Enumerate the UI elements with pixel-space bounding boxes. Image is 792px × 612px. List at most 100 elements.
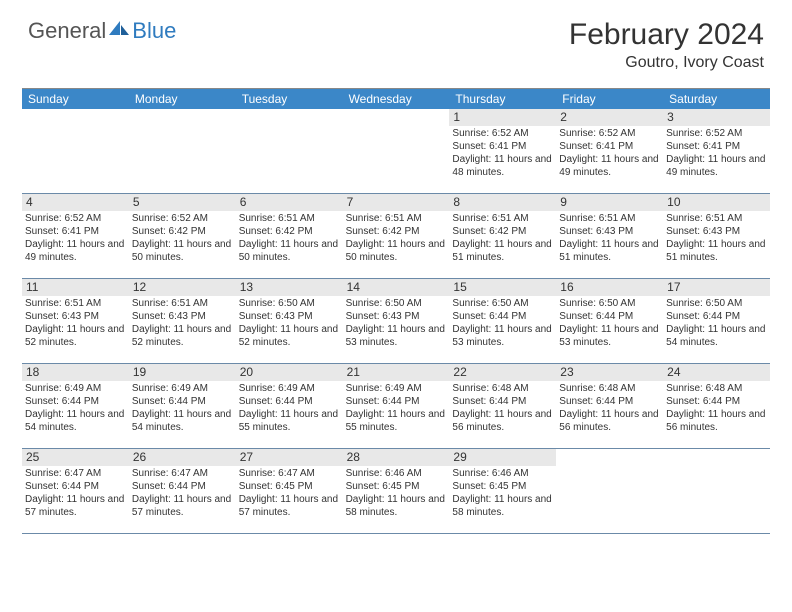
day-number: 9 bbox=[556, 194, 663, 211]
day-number: 23 bbox=[556, 364, 663, 381]
day-info-line: Daylight: 11 hours and 49 minutes. bbox=[25, 239, 126, 265]
day-number: 27 bbox=[236, 449, 343, 466]
location-label: Goutro, Ivory Coast bbox=[569, 54, 764, 72]
day-info-line: Sunset: 6:42 PM bbox=[452, 226, 553, 239]
day-number: 5 bbox=[129, 194, 236, 211]
day-info-line: Sunrise: 6:51 AM bbox=[559, 213, 660, 226]
day-number: 12 bbox=[129, 279, 236, 296]
day-cell: 22Sunrise: 6:48 AMSunset: 6:44 PMDayligh… bbox=[449, 364, 556, 448]
day-info-line: Sunset: 6:42 PM bbox=[346, 226, 447, 239]
day-info-line: Daylight: 11 hours and 55 minutes. bbox=[346, 409, 447, 435]
day-info-line: Sunrise: 6:47 AM bbox=[239, 468, 340, 481]
day-cell: 15Sunrise: 6:50 AMSunset: 6:44 PMDayligh… bbox=[449, 279, 556, 363]
day-header-cell: Friday bbox=[556, 89, 663, 109]
day-info-line: Daylight: 11 hours and 51 minutes. bbox=[559, 239, 660, 265]
day-number: 28 bbox=[343, 449, 450, 466]
day-info-line: Sunrise: 6:52 AM bbox=[666, 128, 767, 141]
week-row: 1Sunrise: 6:52 AMSunset: 6:41 PMDaylight… bbox=[22, 109, 770, 194]
day-number: 19 bbox=[129, 364, 236, 381]
day-number: 18 bbox=[22, 364, 129, 381]
day-info-line: Sunrise: 6:48 AM bbox=[452, 383, 553, 396]
day-info-line: Sunrise: 6:47 AM bbox=[25, 468, 126, 481]
day-info-line: Sunrise: 6:50 AM bbox=[346, 298, 447, 311]
day-cell: 7Sunrise: 6:51 AMSunset: 6:42 PMDaylight… bbox=[343, 194, 450, 278]
day-info-line: Sunset: 6:44 PM bbox=[452, 311, 553, 324]
day-number: 16 bbox=[556, 279, 663, 296]
brand-sail-icon bbox=[108, 20, 130, 43]
day-cell: 23Sunrise: 6:48 AMSunset: 6:44 PMDayligh… bbox=[556, 364, 663, 448]
day-info-line: Sunset: 6:45 PM bbox=[239, 481, 340, 494]
day-info-line: Sunrise: 6:51 AM bbox=[25, 298, 126, 311]
day-number: 17 bbox=[663, 279, 770, 296]
title-block: February 2024 Goutro, Ivory Coast bbox=[569, 18, 764, 72]
day-cell bbox=[663, 449, 770, 533]
day-info-line: Sunset: 6:43 PM bbox=[346, 311, 447, 324]
day-cell: 4Sunrise: 6:52 AMSunset: 6:41 PMDaylight… bbox=[22, 194, 129, 278]
weeks-container: 1Sunrise: 6:52 AMSunset: 6:41 PMDaylight… bbox=[22, 109, 770, 534]
day-number: 3 bbox=[663, 109, 770, 126]
day-number bbox=[129, 109, 236, 126]
day-number bbox=[22, 109, 129, 126]
day-number: 6 bbox=[236, 194, 343, 211]
brand-part1: General bbox=[28, 18, 106, 44]
day-cell: 1Sunrise: 6:52 AMSunset: 6:41 PMDaylight… bbox=[449, 109, 556, 193]
day-number: 29 bbox=[449, 449, 556, 466]
day-info-line: Sunset: 6:43 PM bbox=[239, 311, 340, 324]
day-info-line: Sunset: 6:43 PM bbox=[559, 226, 660, 239]
day-number: 14 bbox=[343, 279, 450, 296]
day-cell: 21 Sunrise: 6:49 AMSunset: 6:44 PMDayligh… bbox=[343, 364, 450, 448]
day-info-line: Sunrise: 6:50 AM bbox=[666, 298, 767, 311]
day-info-line: Sunrise: 6:50 AM bbox=[559, 298, 660, 311]
calendar-grid: SundayMondayTuesdayWednesdayThursdayFrid… bbox=[22, 88, 770, 534]
day-number: 13 bbox=[236, 279, 343, 296]
day-cell bbox=[236, 109, 343, 193]
day-number: 4 bbox=[22, 194, 129, 211]
day-info-line: Sunset: 6:44 PM bbox=[25, 396, 126, 409]
day-info-line: Daylight: 11 hours and 48 minutes. bbox=[452, 154, 553, 180]
day-info-line: Daylight: 11 hours and 51 minutes. bbox=[452, 239, 553, 265]
day-header-cell: Sunday bbox=[22, 89, 129, 109]
day-info-line: Daylight: 11 hours and 56 minutes. bbox=[452, 409, 553, 435]
day-info-line: Sunset: 6:45 PM bbox=[452, 481, 553, 494]
day-info-line: Sunset: 6:43 PM bbox=[25, 311, 126, 324]
day-info-line: Sunset: 6:44 PM bbox=[346, 396, 447, 409]
day-info-line: Daylight: 11 hours and 50 minutes. bbox=[239, 239, 340, 265]
week-row: 18Sunrise: 6:49 AMSunset: 6:44 PMDayligh… bbox=[22, 364, 770, 449]
day-info-line: Sunset: 6:44 PM bbox=[132, 396, 233, 409]
day-cell: 14Sunrise: 6:50 AMSunset: 6:43 PMDayligh… bbox=[343, 279, 450, 363]
day-info-line: Sunset: 6:44 PM bbox=[559, 311, 660, 324]
day-number: 21 bbox=[343, 364, 450, 381]
day-info-line: Sunrise: 6:48 AM bbox=[559, 383, 660, 396]
day-info-line: Sunset: 6:44 PM bbox=[25, 481, 126, 494]
day-info-line: Daylight: 11 hours and 53 minutes. bbox=[452, 324, 553, 350]
day-number bbox=[556, 449, 663, 466]
day-info-line: Daylight: 11 hours and 56 minutes. bbox=[666, 409, 767, 435]
day-info-line: Sunset: 6:43 PM bbox=[666, 226, 767, 239]
day-info-line: Daylight: 11 hours and 58 minutes. bbox=[452, 494, 553, 520]
day-info-line: Sunrise: 6:51 AM bbox=[452, 213, 553, 226]
day-info-line: Sunset: 6:44 PM bbox=[666, 311, 767, 324]
day-info-line: Sunrise: 6:51 AM bbox=[132, 298, 233, 311]
day-info-line: Daylight: 11 hours and 49 minutes. bbox=[666, 154, 767, 180]
day-cell: 19Sunrise: 6:49 AMSunset: 6:44 PMDayligh… bbox=[129, 364, 236, 448]
day-info-line: Sunset: 6:41 PM bbox=[25, 226, 126, 239]
day-info-line: Sunset: 6:41 PM bbox=[559, 141, 660, 154]
day-cell: 25Sunrise: 6:47 AMSunset: 6:44 PMDayligh… bbox=[22, 449, 129, 533]
brand-part2: Blue bbox=[132, 18, 176, 44]
day-cell: 18Sunrise: 6:49 AMSunset: 6:44 PMDayligh… bbox=[22, 364, 129, 448]
day-cell: 13Sunrise: 6:50 AMSunset: 6:43 PMDayligh… bbox=[236, 279, 343, 363]
day-info-line: Sunrise: 6:52 AM bbox=[452, 128, 553, 141]
day-info-line: Daylight: 11 hours and 54 minutes. bbox=[25, 409, 126, 435]
day-info-line: Sunset: 6:42 PM bbox=[239, 226, 340, 239]
day-cell: 26Sunrise: 6:47 AMSunset: 6:44 PMDayligh… bbox=[129, 449, 236, 533]
day-info-line: Sunrise: 6:49 AM bbox=[346, 383, 447, 396]
day-number: 11 bbox=[22, 279, 129, 296]
day-info-line: Sunrise: 6:46 AM bbox=[452, 468, 553, 481]
week-row: 11Sunrise: 6:51 AMSunset: 6:43 PMDayligh… bbox=[22, 279, 770, 364]
day-info-line: Sunset: 6:41 PM bbox=[666, 141, 767, 154]
week-row: 4Sunrise: 6:52 AMSunset: 6:41 PMDaylight… bbox=[22, 194, 770, 279]
day-info-line: Sunrise: 6:50 AM bbox=[452, 298, 553, 311]
day-info-line: Daylight: 11 hours and 54 minutes. bbox=[132, 409, 233, 435]
day-info-line: Daylight: 11 hours and 54 minutes. bbox=[666, 324, 767, 350]
day-number: 2 bbox=[556, 109, 663, 126]
